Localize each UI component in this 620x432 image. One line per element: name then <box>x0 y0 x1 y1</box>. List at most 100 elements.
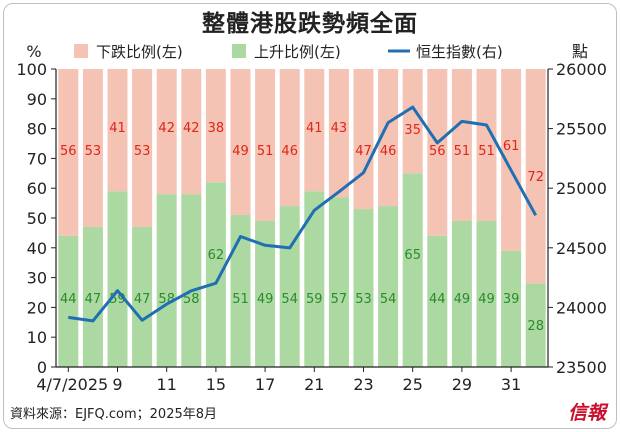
fall-value-label-8: 51 <box>257 144 274 159</box>
fall-value-label-7: 49 <box>232 144 249 159</box>
rise-bar-17 <box>476 220 497 367</box>
rise-bar-14 <box>402 173 423 367</box>
rise-bar-16 <box>451 220 472 367</box>
x-tick-label-0: 4/7/2025 <box>36 375 108 394</box>
fall-bar-1 <box>82 69 103 227</box>
rise-value-label-16: 49 <box>454 292 471 307</box>
x-tick-label-6: 23 <box>353 375 373 394</box>
rise-bar-4 <box>156 194 177 367</box>
fall-bar-15 <box>427 69 448 236</box>
fall-bar-13 <box>378 69 399 207</box>
rise-value-label-0: 44 <box>60 292 77 307</box>
fall-value-label-13: 46 <box>380 144 397 159</box>
fall-value-label-0: 56 <box>60 144 77 159</box>
right-axis-unit: 點 <box>572 42 588 61</box>
fall-bar-8 <box>255 69 276 221</box>
left-axis-unit: % <box>26 42 41 61</box>
legend-swatch-1 <box>232 44 246 58</box>
rise-bar-5 <box>181 194 202 367</box>
fall-value-label-1: 53 <box>85 144 102 159</box>
rise-value-label-9: 54 <box>281 292 298 307</box>
fall-bar-14 <box>402 69 423 174</box>
rise-bar-0 <box>58 235 79 367</box>
fall-value-label-6: 38 <box>208 121 225 136</box>
rise-value-label-18: 39 <box>503 292 520 307</box>
rise-bar-7 <box>230 215 251 367</box>
fall-value-label-2: 41 <box>109 121 126 136</box>
rise-bar-9 <box>279 206 300 367</box>
right-tick-label-26000: 26000 <box>556 60 607 79</box>
fall-value-label-17: 51 <box>478 144 495 159</box>
publisher-logo: 信報 <box>567 402 606 424</box>
fall-bar-12 <box>353 69 374 210</box>
right-tick-label-25000: 25000 <box>556 179 607 198</box>
x-tick-label-4: 17 <box>255 375 275 394</box>
legend: 下跌比例(左) 上升比例(左) 恒生指數(右) <box>74 43 503 61</box>
left-tick-label-60: 60 <box>27 179 47 198</box>
rise-value-label-8: 49 <box>257 292 274 307</box>
rise-value-label-12: 53 <box>355 292 372 307</box>
rise-value-label-17: 49 <box>478 292 495 307</box>
rise-bar-6 <box>205 182 226 367</box>
index-line-group <box>68 105 538 323</box>
x-tick-label-8: 29 <box>452 375 472 394</box>
rise-bar-12 <box>353 209 374 367</box>
rise-bar-13 <box>378 206 399 367</box>
rise-value-label-3: 47 <box>134 292 151 307</box>
left-tick-label-80: 80 <box>27 120 47 139</box>
x-tick-label-2: 11 <box>157 375 177 394</box>
fall-bar-0 <box>58 69 79 236</box>
fall-bar-19 <box>525 69 546 284</box>
left-tick-label-30: 30 <box>27 269 47 288</box>
fall-bar-18 <box>501 69 522 251</box>
left-tick-label-100: 100 <box>16 60 47 79</box>
fall-bar-16 <box>451 69 472 221</box>
legend-label-0: 下跌比例(左) <box>96 43 183 61</box>
fall-bar-7 <box>230 69 251 216</box>
rise-value-label-15: 44 <box>429 292 446 307</box>
rise-value-label-11: 57 <box>331 292 348 307</box>
fall-value-label-10: 41 <box>306 121 323 136</box>
x-tick-label-3: 15 <box>206 375 226 394</box>
fall-bar-4 <box>156 69 177 195</box>
fall-bar-5 <box>181 69 202 195</box>
fall-bar-17 <box>476 69 497 221</box>
bars-group <box>58 69 546 367</box>
fall-value-label-11: 43 <box>331 121 348 136</box>
right-tick-label-25500: 25500 <box>556 120 607 139</box>
x-tick-label-5: 21 <box>304 375 324 394</box>
fall-bar-6 <box>205 69 226 183</box>
rise-bar-2 <box>107 191 128 367</box>
rise-bar-3 <box>132 226 153 367</box>
axes-group: 0 10 20 30 40 50 60 70 80 90 100 23500 24000 24500 250… <box>16 42 606 394</box>
chart-title: 整體港股跌勢頻全面 <box>202 11 418 37</box>
rise-value-label-1: 47 <box>85 292 102 307</box>
fall-value-label-5: 42 <box>183 121 200 136</box>
fall-bar-10 <box>304 69 325 192</box>
left-tick-label-70: 70 <box>27 149 47 168</box>
right-tick-label-23500: 23500 <box>556 358 607 377</box>
rise-bar-10 <box>304 191 325 367</box>
bar-labels-group: 5644534741595347425842583862495151494654… <box>60 121 544 334</box>
rise-bar-15 <box>427 235 448 367</box>
rise-value-label-7: 51 <box>232 292 249 307</box>
right-tick-label-24500: 24500 <box>556 239 607 258</box>
rise-bar-1 <box>82 226 103 367</box>
left-tick-label-50: 50 <box>27 209 47 228</box>
fall-bar-11 <box>328 69 349 198</box>
fall-value-label-3: 53 <box>134 144 151 159</box>
fall-bar-3 <box>132 69 153 227</box>
rise-value-label-5: 58 <box>183 292 200 307</box>
rise-value-label-6: 62 <box>208 248 225 263</box>
legend-swatch-0 <box>74 44 88 58</box>
fall-value-label-14: 35 <box>404 123 421 138</box>
left-tick-label-10: 10 <box>27 328 47 347</box>
hang-seng-index-line <box>68 105 538 323</box>
x-tick-label-9: 31 <box>501 375 521 394</box>
left-tick-label-90: 90 <box>27 90 47 109</box>
legend-label-1: 上升比例(左) <box>254 43 341 61</box>
rise-value-label-10: 59 <box>306 292 323 307</box>
fall-bar-9 <box>279 69 300 207</box>
left-tick-label-0: 0 <box>37 358 47 377</box>
